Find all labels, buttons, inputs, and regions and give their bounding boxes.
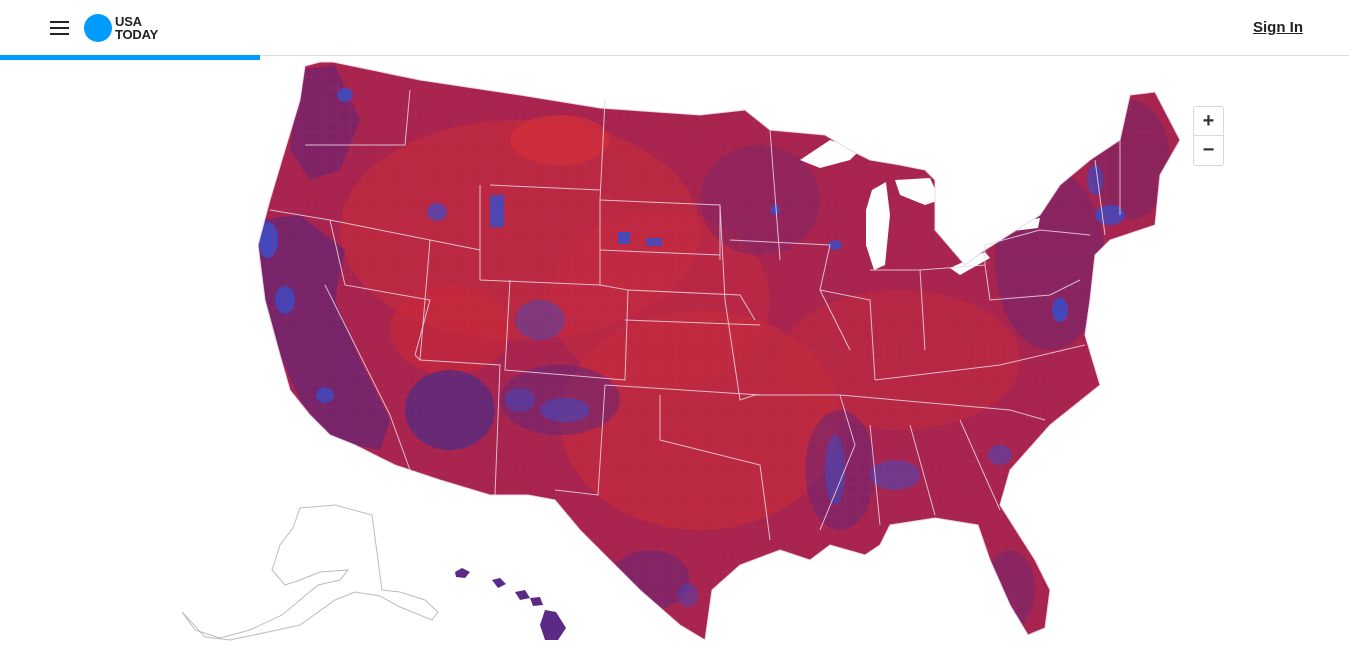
- hawaii-islands[interactable]: [455, 568, 566, 640]
- logo-line-1: USA: [115, 14, 142, 29]
- hamburger-menu-icon[interactable]: [46, 16, 74, 40]
- zoom-out-button[interactable]: −: [1202, 139, 1215, 161]
- progress-fill: [0, 55, 261, 60]
- usa-today-logo-text[interactable]: USA TODAY: [115, 15, 158, 41]
- alaska-outline[interactable]: [181, 504, 439, 641]
- zoom-in-button[interactable]: +: [1194, 107, 1223, 136]
- zoom-controls: + −: [1193, 106, 1224, 166]
- sign-in-link[interactable]: Sign In: [1253, 19, 1303, 36]
- map-svg[interactable]: [0, 58, 1349, 665]
- logo-line-2: TODAY: [115, 27, 159, 42]
- site-header: USA TODAY Sign In: [0, 0, 1349, 56]
- county-election-map[interactable]: + −: [0, 58, 1349, 665]
- reading-progress-bar: [0, 55, 1349, 60]
- state-borders: [269, 89, 1121, 541]
- usa-today-logo-dot[interactable]: [84, 14, 112, 42]
- contiguous-us-counties[interactable]: [0, 58, 1349, 665]
